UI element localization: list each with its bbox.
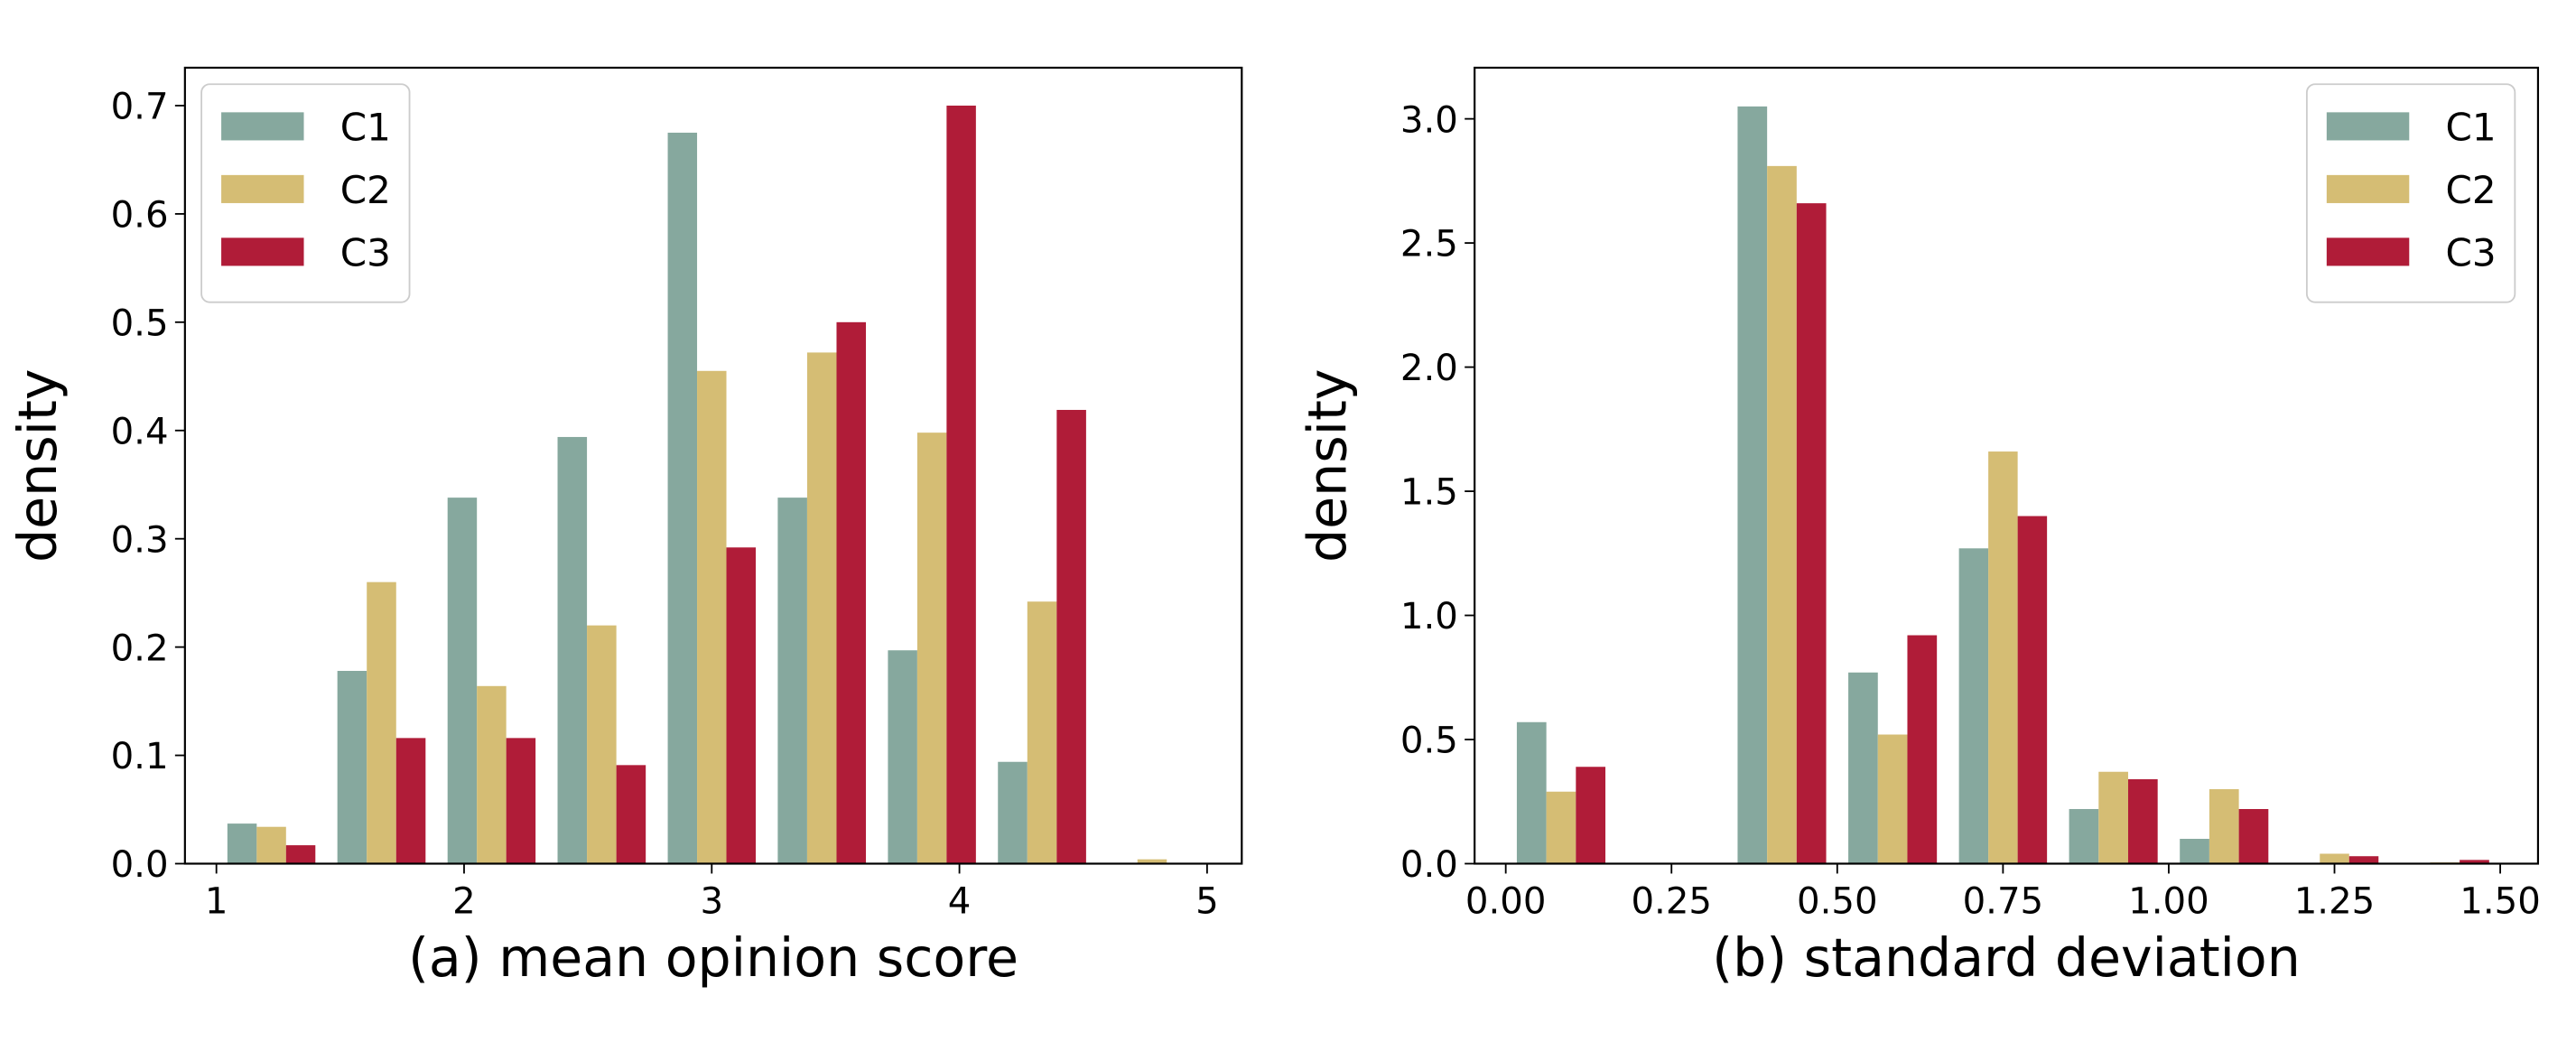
bar <box>337 671 367 864</box>
bar <box>806 352 837 864</box>
y-tick-label: 0.1 <box>111 736 169 777</box>
y-tick-label: 0.0 <box>1400 844 1458 886</box>
bar <box>667 132 698 864</box>
legend-label: C2 <box>340 168 391 212</box>
legend-swatch <box>2326 237 2410 266</box>
y-axis-label: density <box>7 368 69 563</box>
bar <box>1576 767 1606 864</box>
bar <box>447 498 478 864</box>
bar <box>1848 672 1878 864</box>
bar <box>2180 838 2209 864</box>
x-tick-label: 0.75 <box>1963 880 2044 922</box>
legend-label: C2 <box>2446 168 2497 212</box>
x-tick-label: 2 <box>452 880 476 922</box>
x-tick-label: 1 <box>205 880 228 922</box>
x-tick-label: 0.25 <box>1631 880 1712 922</box>
y-tick-label: 0.5 <box>111 302 169 344</box>
bar <box>998 761 1028 864</box>
axes-frame <box>1474 66 2540 865</box>
bar <box>367 581 396 864</box>
legend-label: C3 <box>340 230 391 274</box>
bar <box>1907 635 1938 864</box>
y-tick-label: 0.3 <box>111 519 169 561</box>
y-tick-label: 0.7 <box>111 87 169 128</box>
bar <box>1137 859 1167 864</box>
bar <box>1988 451 2018 864</box>
bar <box>916 433 947 864</box>
x-axis-label: (b) standard deviation <box>1712 927 2301 989</box>
bar <box>888 650 917 864</box>
bar <box>227 823 257 864</box>
axes-frame <box>183 66 1243 865</box>
bar <box>587 625 617 864</box>
y-tick-label: 3.0 <box>1400 99 1458 141</box>
bar <box>1796 203 1827 864</box>
bar <box>2127 779 2158 864</box>
bar <box>2098 771 2128 864</box>
bar <box>256 826 286 864</box>
legend-swatch <box>221 237 304 266</box>
x-tick-label: 0.00 <box>1465 880 1547 922</box>
bar <box>506 738 536 864</box>
bar <box>2348 856 2379 864</box>
bar <box>1056 409 1086 864</box>
y-tick-label: 0.2 <box>111 628 169 669</box>
y-tick-label: 0.5 <box>1400 721 1458 762</box>
bar <box>477 685 507 864</box>
x-tick-label: 0.50 <box>1797 880 1878 922</box>
x-tick-label: 5 <box>1195 880 1219 922</box>
legend-swatch <box>2326 112 2410 141</box>
bar <box>2209 788 2239 864</box>
legend-label: C1 <box>340 105 391 149</box>
bar <box>395 738 426 864</box>
bar <box>1877 734 1908 864</box>
bar <box>1027 601 1057 864</box>
bar <box>726 547 756 864</box>
bar <box>285 845 316 864</box>
legend-swatch <box>221 112 304 141</box>
y-tick-label: 2.5 <box>1400 224 1458 265</box>
bar <box>946 105 976 864</box>
legend-swatch <box>2326 174 2410 203</box>
y-tick-label: 0.6 <box>111 195 169 237</box>
bar <box>777 498 807 864</box>
bar <box>836 321 867 864</box>
x-tick-label: 4 <box>948 880 972 922</box>
bar <box>1767 165 1797 864</box>
bar <box>1546 791 1576 864</box>
y-tick-label: 1.0 <box>1400 596 1458 637</box>
bar <box>1737 106 1768 864</box>
legend-label: C3 <box>2446 230 2497 274</box>
bar <box>1516 721 1547 864</box>
y-tick-label: 2.0 <box>1400 348 1458 389</box>
y-tick-label: 0.0 <box>111 844 169 886</box>
x-tick-label: 3 <box>700 880 723 922</box>
y-tick-label: 0.4 <box>111 411 169 452</box>
bar <box>2017 516 2048 864</box>
bar <box>616 765 646 864</box>
y-tick-label: 1.5 <box>1400 472 1458 514</box>
bar <box>2238 808 2269 864</box>
x-tick-label: 1.50 <box>2460 880 2541 922</box>
bar <box>1958 548 1989 864</box>
x-tick-label: 1.00 <box>2128 880 2209 922</box>
legend-label: C1 <box>2446 105 2497 149</box>
bar <box>2460 860 2489 864</box>
bar <box>557 436 588 864</box>
bar <box>2069 808 2099 864</box>
bar <box>697 370 727 864</box>
x-tick-label: 1.25 <box>2294 880 2376 922</box>
y-axis-label: density <box>1297 368 1359 563</box>
legend-swatch <box>221 174 304 203</box>
bar <box>2320 853 2349 864</box>
x-axis-label: (a) mean opinion score <box>408 927 1018 989</box>
